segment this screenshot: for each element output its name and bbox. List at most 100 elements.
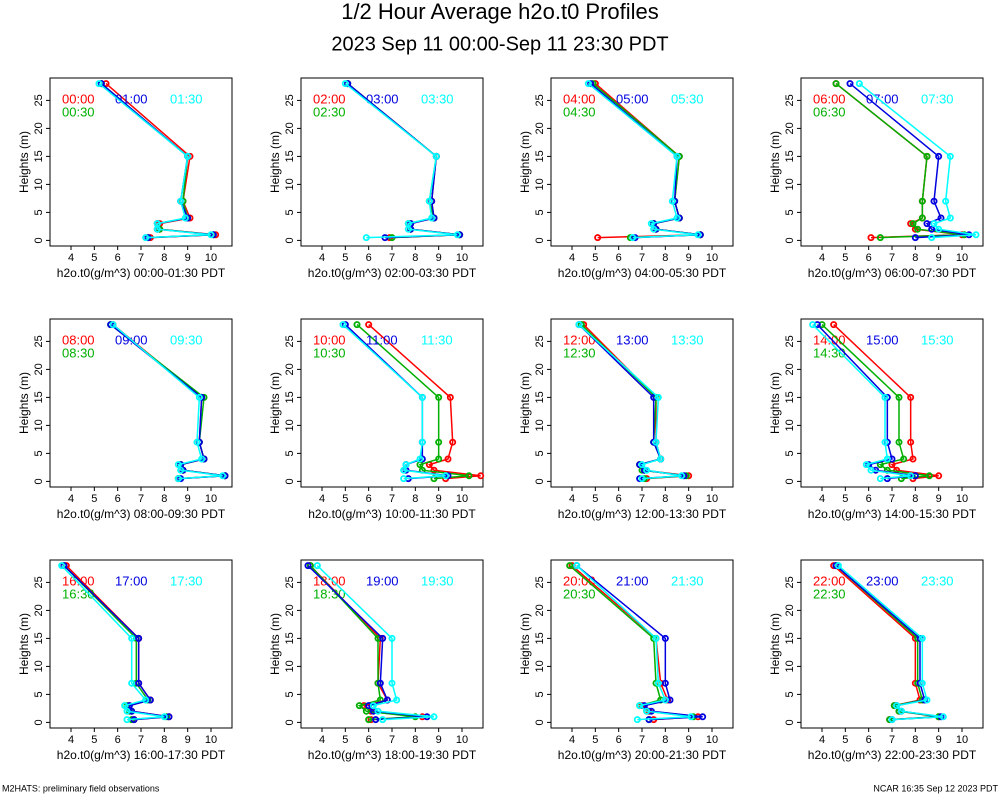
y-tick-label: 25 <box>534 94 546 106</box>
x-axis-label: h2o.t0(g/m^3) 12:00-13:30 PDT <box>558 507 727 521</box>
profile-line <box>344 324 449 480</box>
chart-subtitle: 2023 Sep 11 00:00-Sep 11 23:30 PDT <box>331 33 668 55</box>
profile-point <box>935 225 943 233</box>
y-tick-label: 5 <box>784 209 796 215</box>
profile-point <box>888 716 896 724</box>
y-tick-label: 5 <box>534 209 546 215</box>
profile-point <box>678 472 686 480</box>
legend-label: 06:00 <box>813 91 846 106</box>
x-tick-label: 4 <box>819 252 825 264</box>
y-tick-label: 0 <box>784 719 796 725</box>
x-tick-label: 4 <box>68 493 74 505</box>
profile-point <box>575 321 583 329</box>
profile-line <box>61 565 165 721</box>
y-axis-label: Heights (m) <box>518 372 532 434</box>
profile-point <box>897 707 905 715</box>
y-tick-label: 10 <box>784 419 796 431</box>
y-axis-label: Heights (m) <box>518 613 532 675</box>
legend-label: 15:30 <box>921 332 954 347</box>
y-tick-label: 5 <box>284 450 296 456</box>
legend-label: 04:00 <box>563 91 596 106</box>
y-axis-label: Heights (m) <box>768 613 782 675</box>
y-axis-label: Heights (m) <box>268 613 282 675</box>
legend-label: 02:30 <box>313 104 346 119</box>
profile-point <box>638 475 646 483</box>
profile-point <box>304 562 312 570</box>
profile-line <box>105 83 216 239</box>
y-tick-label: 0 <box>534 237 546 243</box>
y-tick-label: 0 <box>534 719 546 725</box>
profile-point <box>946 214 954 222</box>
y-tick-label: 10 <box>784 660 796 672</box>
x-tick-label: 4 <box>569 493 575 505</box>
profile-point <box>909 220 917 228</box>
profile-point <box>142 696 150 704</box>
chart-title: 1/2 Hour Average h2o.t0 Profiles <box>341 0 659 24</box>
profile-point <box>128 634 136 642</box>
y-axis-label: Heights (m) <box>768 131 782 193</box>
legend-label: 11:00 <box>366 332 398 347</box>
profile-point <box>435 455 443 463</box>
profile-point <box>355 702 363 710</box>
x-tick-label: 8 <box>662 493 668 505</box>
x-tick-label: 8 <box>412 252 418 264</box>
profile-point <box>809 321 817 329</box>
profile-point <box>923 152 931 160</box>
profile-point <box>657 455 665 463</box>
legend-label: 10:30 <box>313 345 346 360</box>
profile-point <box>918 197 926 205</box>
profile-point <box>893 702 901 710</box>
y-tick-label: 20 <box>534 604 546 616</box>
y-tick-label: 25 <box>784 94 796 106</box>
profile-point <box>453 231 461 239</box>
y-tick-label: 15 <box>784 150 796 162</box>
legend-label: 02:00 <box>313 91 346 106</box>
profile-point <box>900 455 908 463</box>
profile-point <box>135 679 143 687</box>
profile-point <box>379 716 387 724</box>
profile-point <box>449 438 457 446</box>
legend-label: 00:30 <box>62 104 95 119</box>
x-tick-label: 7 <box>389 252 395 264</box>
y-tick-label: 5 <box>784 450 796 456</box>
y-tick-label: 20 <box>33 363 45 375</box>
y-tick-label: 15 <box>534 391 546 403</box>
profile-point <box>881 393 889 401</box>
profile-line <box>858 83 977 239</box>
y-tick-label: 20 <box>33 122 45 134</box>
x-axis-label: h2o.t0(g/m^3) 08:00-09:30 PDT <box>57 507 226 521</box>
x-tick-label: 6 <box>616 493 622 505</box>
y-tick-label: 10 <box>534 178 546 190</box>
profile-line <box>100 83 214 239</box>
profile-line <box>837 565 944 721</box>
x-tick-label: 4 <box>68 252 74 264</box>
x-tick-label: 10 <box>956 734 968 746</box>
profile-line <box>110 324 226 480</box>
profile-point <box>673 152 681 160</box>
profile-point <box>430 466 438 474</box>
y-tick-label: 25 <box>284 335 296 347</box>
y-tick-label: 10 <box>784 178 796 190</box>
profile-line <box>112 324 226 480</box>
x-tick-label: 9 <box>686 734 692 746</box>
y-tick-label: 0 <box>784 237 796 243</box>
x-tick-label: 8 <box>662 252 668 264</box>
x-tick-label: 5 <box>842 734 848 746</box>
profile-point <box>339 321 347 329</box>
profile-point <box>647 220 655 228</box>
x-tick-label: 9 <box>936 252 942 264</box>
profile-point <box>442 472 450 480</box>
x-tick-label: 5 <box>342 252 348 264</box>
x-axis-label: h2o.t0(g/m^3) 04:00-05:30 PDT <box>558 266 727 280</box>
x-tick-label: 8 <box>912 252 918 264</box>
profile-point <box>174 475 182 483</box>
profile-point <box>444 455 452 463</box>
y-tick-label: 5 <box>284 691 296 697</box>
profile-point <box>393 696 401 704</box>
profile-line <box>592 83 701 239</box>
profile-point <box>135 634 143 642</box>
profile-point <box>668 197 676 205</box>
profile-point <box>128 679 136 687</box>
profile-point <box>832 80 840 88</box>
profile-point <box>930 197 938 205</box>
